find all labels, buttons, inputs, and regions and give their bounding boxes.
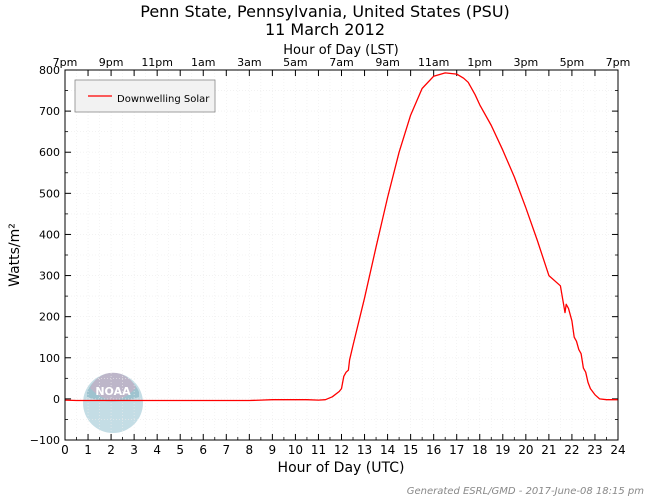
top-tick-label: 11am bbox=[418, 56, 449, 69]
x-tick-label: 17 bbox=[449, 443, 464, 457]
x-tick-label: 19 bbox=[495, 443, 510, 457]
top-tick-label: 3am bbox=[237, 56, 261, 69]
y-tick-label: 0 bbox=[53, 393, 60, 406]
x-tick-label: 0 bbox=[61, 443, 69, 457]
x-tick-label: 23 bbox=[587, 443, 602, 457]
series-layer bbox=[64, 72, 618, 402]
x-tick-label: 21 bbox=[541, 443, 556, 457]
grid bbox=[65, 70, 618, 440]
top-tick-label: 7am bbox=[329, 56, 353, 69]
x-tick-label: 12 bbox=[334, 443, 349, 457]
top-tick-label: 11pm bbox=[141, 56, 173, 69]
x-tick-label: 3 bbox=[130, 443, 138, 457]
y-tick-label: 200 bbox=[39, 311, 60, 324]
x-tick-label: 6 bbox=[199, 443, 207, 457]
x-tick-label: 20 bbox=[518, 443, 533, 457]
top-tick-label: 3pm bbox=[513, 56, 538, 69]
x-tick-label: 8 bbox=[246, 443, 254, 457]
y-tick-label: 300 bbox=[39, 270, 60, 283]
x-axis-label: Hour of Day (UTC) bbox=[278, 460, 405, 476]
x-tick-label: 9 bbox=[269, 443, 277, 457]
x-tick-label: 5 bbox=[176, 443, 184, 457]
plot-frame bbox=[64, 69, 619, 441]
logo-text: NOAA bbox=[95, 385, 131, 398]
legend-box bbox=[74, 79, 216, 113]
top-tick-label: 1pm bbox=[467, 56, 492, 69]
x-tick-label: 11 bbox=[311, 443, 326, 457]
y-tick-label: −100 bbox=[30, 434, 60, 447]
x-tick-label: 7 bbox=[222, 443, 230, 457]
x-tick-label: 15 bbox=[403, 443, 418, 457]
y-axis: −100 0 100 200 300 400 500 600 700 800 bbox=[30, 64, 618, 447]
legend-label: Downwelling Solar bbox=[117, 94, 210, 105]
top-tick-label: 7pm bbox=[606, 56, 631, 69]
top-tick-label: 7pm bbox=[53, 56, 78, 69]
series-line-downwelling-solar bbox=[64, 72, 618, 402]
top-tick-label: 9am bbox=[375, 56, 399, 69]
legend: Downwelling Solar bbox=[74, 79, 216, 113]
chart-title: Penn State, Pennsylvania, United States … bbox=[140, 2, 510, 21]
x-tick-label: 1 bbox=[84, 443, 92, 457]
y-tick-label: 800 bbox=[39, 64, 60, 77]
y-tick-label: 700 bbox=[39, 105, 60, 118]
top-tick-label: 5pm bbox=[560, 56, 585, 69]
x-tick-label: 2 bbox=[107, 443, 115, 457]
x-tick-label: 22 bbox=[564, 443, 579, 457]
y-axis-label: Watts/m² bbox=[7, 223, 23, 287]
top-axis-label: Hour of Day (LST) bbox=[283, 43, 399, 58]
x-tick-label: 10 bbox=[288, 443, 303, 457]
x-tick-label: 24 bbox=[610, 443, 625, 457]
x-axis: 0 1 2 3 4 5 6 7 8 9 10 11 12 13 14 15 16 17 18 19 20 21 22 23 24 bbox=[61, 70, 626, 457]
x-tick-label: 14 bbox=[380, 443, 395, 457]
y-tick-label: 500 bbox=[39, 187, 60, 200]
top-tick-label: 1am bbox=[191, 56, 215, 69]
noaa-logo: NOAA bbox=[83, 372, 143, 433]
x-tick-label: 4 bbox=[153, 443, 161, 457]
y-tick-label: 600 bbox=[39, 146, 60, 159]
x-tick-label: 18 bbox=[472, 443, 487, 457]
y-tick-label: 400 bbox=[39, 228, 60, 241]
credit-text: Generated ESRL/GMD - 2017-June-08 18:15 … bbox=[407, 486, 645, 497]
chart-subtitle: 11 March 2012 bbox=[265, 20, 385, 39]
top-tick-label: 5am bbox=[283, 56, 307, 69]
y-tick-label: 100 bbox=[39, 352, 60, 365]
x-tick-label: 13 bbox=[357, 443, 372, 457]
x-tick-label: 16 bbox=[426, 443, 441, 457]
top-tick-label: 9pm bbox=[99, 56, 124, 69]
top-axis: 7pm 9pm 11pm 1am 3am 5am 7am 9am 11am 1pm 3pm 5pm 7p… bbox=[53, 56, 631, 69]
